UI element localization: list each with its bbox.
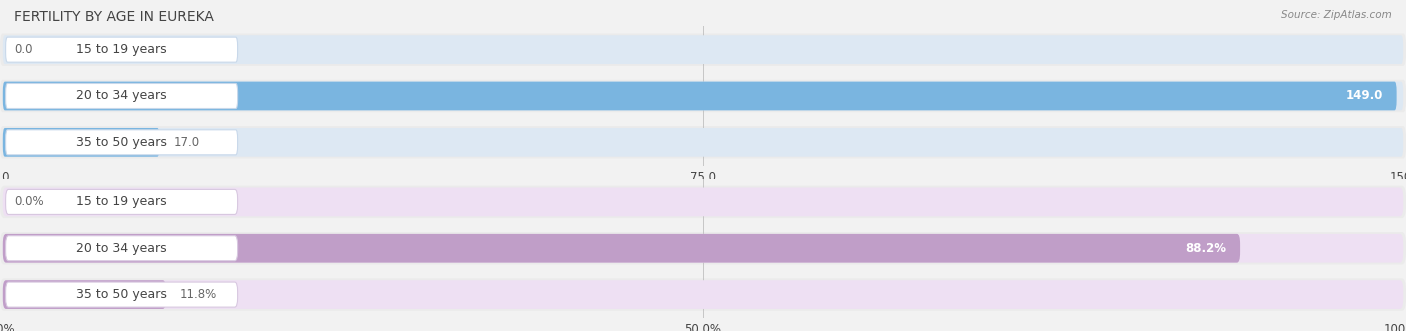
FancyBboxPatch shape <box>6 37 238 62</box>
FancyBboxPatch shape <box>3 280 166 309</box>
Text: 17.0: 17.0 <box>173 136 200 149</box>
FancyBboxPatch shape <box>3 82 1396 110</box>
FancyBboxPatch shape <box>0 126 1406 159</box>
Text: 20 to 34 years: 20 to 34 years <box>76 242 167 255</box>
FancyBboxPatch shape <box>6 189 238 214</box>
Text: 20 to 34 years: 20 to 34 years <box>76 89 167 103</box>
FancyBboxPatch shape <box>6 282 238 307</box>
FancyBboxPatch shape <box>3 234 1403 262</box>
FancyBboxPatch shape <box>0 80 1406 112</box>
FancyBboxPatch shape <box>6 236 238 261</box>
Text: 0.0: 0.0 <box>14 43 32 56</box>
Text: 15 to 19 years: 15 to 19 years <box>76 43 167 56</box>
FancyBboxPatch shape <box>3 188 1403 216</box>
FancyBboxPatch shape <box>0 33 1406 66</box>
FancyBboxPatch shape <box>0 278 1406 311</box>
FancyBboxPatch shape <box>3 280 1403 309</box>
FancyBboxPatch shape <box>0 186 1406 218</box>
FancyBboxPatch shape <box>0 232 1406 264</box>
FancyBboxPatch shape <box>3 128 159 157</box>
Text: FERTILITY BY AGE IN EUREKA: FERTILITY BY AGE IN EUREKA <box>14 10 214 24</box>
FancyBboxPatch shape <box>6 130 238 155</box>
FancyBboxPatch shape <box>3 128 1403 157</box>
Text: 35 to 50 years: 35 to 50 years <box>76 288 167 301</box>
Text: 149.0: 149.0 <box>1346 89 1382 103</box>
FancyBboxPatch shape <box>3 35 1403 64</box>
Text: 35 to 50 years: 35 to 50 years <box>76 136 167 149</box>
FancyBboxPatch shape <box>3 82 1403 110</box>
Text: Source: ZipAtlas.com: Source: ZipAtlas.com <box>1281 10 1392 20</box>
FancyBboxPatch shape <box>3 234 1240 262</box>
Text: 88.2%: 88.2% <box>1185 242 1226 255</box>
Text: 11.8%: 11.8% <box>180 288 217 301</box>
Text: 0.0%: 0.0% <box>14 195 44 209</box>
Text: 15 to 19 years: 15 to 19 years <box>76 195 167 209</box>
FancyBboxPatch shape <box>6 83 238 109</box>
